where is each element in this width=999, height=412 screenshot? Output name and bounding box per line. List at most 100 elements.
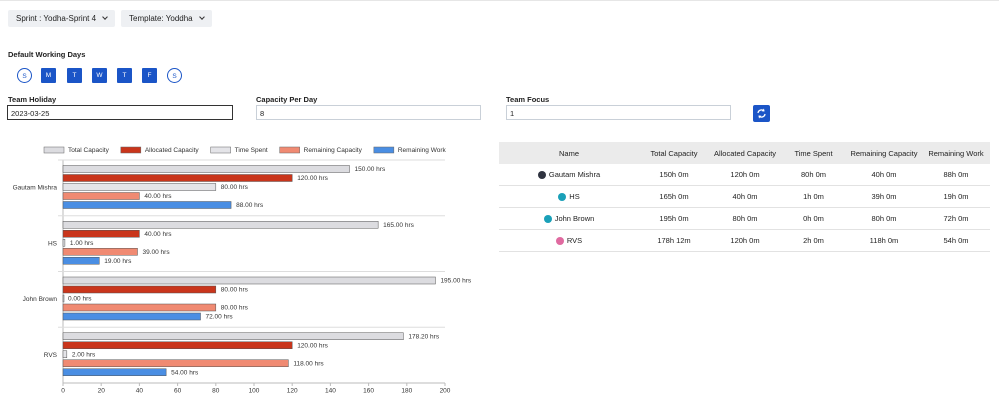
cell-text: 150h 0m [659, 170, 689, 179]
cell-text: 80h 0m [732, 214, 758, 223]
x-tick-label: 60 [174, 388, 182, 395]
cell-text: 120h 0m [730, 236, 760, 245]
bar [62, 368, 167, 376]
table-cell: 80h 0m [846, 207, 922, 230]
data-label: 80.00 hrs [221, 287, 249, 294]
legend-label: Total Capacity [68, 147, 110, 154]
table-cell: 39h 0m [846, 185, 922, 208]
number-input[interactable]: 1 [506, 105, 731, 120]
column-header: Total Capacity [639, 142, 709, 164]
bar [62, 350, 68, 358]
bar [62, 257, 100, 265]
table-cell: John Brown [499, 207, 639, 230]
x-tick-label: 80 [212, 388, 220, 395]
cell-text: 40h 0m [732, 192, 758, 201]
column-header: Time Spent [781, 142, 846, 164]
day-toggle[interactable]: S [17, 68, 32, 83]
cell-text: RVS [566, 235, 583, 245]
x-tick-label: 140 [325, 388, 336, 395]
cell-text: 80h 0m [871, 214, 897, 223]
legend-swatch [43, 146, 65, 154]
column-header: Remaining Work [922, 142, 990, 164]
legend-label: Remaining Capacity [304, 147, 363, 154]
day-toggle[interactable]: T [67, 68, 82, 83]
y-tick-label: HS [48, 240, 58, 247]
cell-text: 120h 0m [730, 170, 760, 179]
table-cell: 195h 0m [639, 207, 709, 230]
cell-text: 0h 0m [803, 214, 824, 223]
legend-label: Time Spent [235, 147, 268, 154]
legend-swatch [279, 146, 300, 154]
x-tick-label: 120 [287, 388, 298, 395]
table-cell: Gautam Mishra [499, 164, 639, 186]
x-tick-label: 200 [440, 388, 451, 395]
table-row: HS 165h 0m 40h 0m 1h 0m 39h 0m 19h 0m [499, 185, 990, 208]
data-label: 195.00 hrs [440, 278, 471, 285]
bar [62, 201, 232, 209]
sprint-dropdown[interactable]: Sprint : Yodha-Sprint 4 [8, 10, 116, 27]
table-cell: 72h 0m [922, 207, 990, 230]
cell-text: 178h 12m [657, 236, 691, 245]
table-row: John Brown 195h 0m 80h 0m 0h 0m 80h 0m 72h 0m [499, 207, 990, 230]
cell-text: 165h 0m [659, 192, 689, 201]
day-toggle[interactable]: M [41, 68, 56, 83]
section-label: Default Working Days [8, 50, 86, 59]
day-toggle[interactable]: W [92, 68, 107, 83]
bar [62, 165, 350, 173]
table-cell: 19h 0m [922, 185, 990, 208]
data-label: 120.00 hrs [297, 342, 328, 349]
avatar [558, 193, 567, 201]
x-tick-label: 0 [61, 388, 65, 395]
y-tick-label: Gautam Mishra [13, 185, 58, 192]
cell-text: HS [569, 191, 580, 201]
data-label: 2.00 hrs [72, 351, 96, 358]
avatar [537, 171, 546, 179]
data-label: 1.00 hrs [70, 240, 94, 247]
column-header: Allocated Capacity [709, 142, 781, 164]
bar [62, 239, 66, 247]
data-label: 54.00 hrs [171, 369, 199, 376]
data-label: 72.00 hrs [206, 314, 234, 321]
day-toggle[interactable]: T [117, 68, 132, 83]
chart: Total Capacity Allocated Capacity Time Spe… [13, 146, 472, 395]
column-header: Name [499, 142, 639, 164]
table-cell: 54h 0m [922, 229, 990, 252]
cell-text: 1h 0m [803, 192, 824, 201]
cell-text: 88h 0m [943, 170, 969, 179]
table-cell: 1h 0m [781, 185, 846, 208]
template-dropdown[interactable]: Template: Yoddha [121, 10, 212, 27]
bar [62, 192, 140, 200]
cell-text: 54h 0m [943, 236, 969, 245]
data-label: 118.00 hrs [293, 360, 324, 367]
data-label: 150.00 hrs [355, 166, 386, 173]
x-tick-label: 100 [249, 388, 260, 395]
day-toggle[interactable]: S [167, 68, 182, 83]
number-input[interactable]: 8 [256, 105, 481, 120]
data-label: 40.00 hrs [144, 193, 172, 200]
refresh-button[interactable] [753, 105, 770, 122]
cell-text: John Brown [554, 213, 595, 223]
data-label: 39.00 hrs [142, 249, 170, 256]
bar [62, 183, 217, 191]
day-toggle[interactable]: F [142, 68, 157, 83]
data-label: 80.00 hrs [221, 305, 249, 312]
legend-swatch [373, 146, 395, 154]
x-tick-label: 180 [401, 388, 412, 395]
data-label: 178.20 hrs [408, 333, 439, 340]
table-cell: 2h 0m [781, 229, 846, 252]
table-cell: 40h 0m [846, 164, 922, 186]
field-label: Team Holiday [8, 95, 57, 104]
data-label: 19.00 hrs [104, 258, 132, 265]
avatar [543, 215, 552, 223]
table-row: Gautam Mishra 150h 0m 120h 0m 80h 0m 40h 0m 8… [499, 164, 990, 186]
y-tick-label: John Brown [23, 296, 58, 303]
refresh-icon [757, 108, 766, 119]
field-label: Capacity Per Day [256, 95, 318, 104]
table-body: Gautam Mishra 150h 0m 120h 0m 80h 0m 40h 0m 8… [499, 164, 990, 252]
date-input[interactable]: 2023-03-25 [7, 105, 233, 120]
capacity-table: Name Total Capacity Allocated Capacity Time… [499, 142, 990, 252]
bar [62, 285, 217, 294]
y-tick-label: RVS [44, 352, 58, 359]
bar [62, 221, 379, 229]
table-row: RVS 178h 12m 120h 0m 2h 0m 118h 0m 54h 0m [499, 229, 990, 252]
